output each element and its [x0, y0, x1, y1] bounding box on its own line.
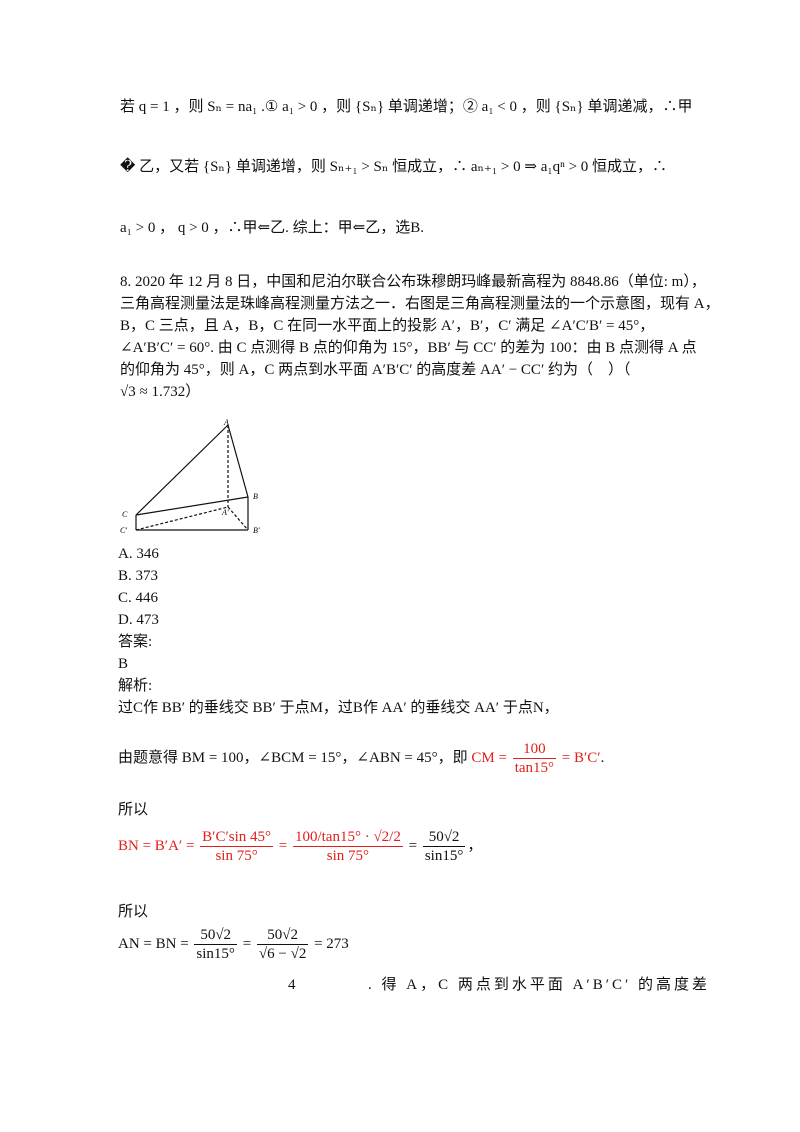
option: B. 373 — [118, 568, 159, 584]
problem-line: B，C 三点，且 A，B，C 在同一水平面上的投影 A′，B′，C′ 满足 ∠A… — [120, 318, 655, 334]
denominator: √6 − √2 — [258, 946, 307, 962]
point-label: C′ — [120, 526, 127, 535]
page-number: 4 — [288, 977, 296, 993]
analysis-line: BN = B′A′ = B′C′sin 45° sin 75° = 100/tan… — [118, 828, 482, 865]
fraction: 100 tan15° — [512, 740, 557, 777]
answer: B — [118, 656, 129, 672]
numerator: 50√2 — [194, 926, 237, 945]
formula-text: = — [274, 837, 291, 854]
hidden-edge — [135, 506, 229, 531]
numerator: B′C′sin 45° — [200, 829, 273, 847]
point-label: A — [223, 418, 229, 427]
numerator: 100 — [512, 740, 557, 759]
denominator: sin15° — [196, 946, 235, 962]
formula-text: = — [404, 837, 421, 854]
analysis-line: . 得 A，C 两点到水平面 A′B′C′ 的高度差 — [368, 977, 711, 993]
option: A. 346 — [118, 546, 159, 562]
formula-text: CM = — [471, 749, 511, 766]
point-label: B′ — [253, 526, 260, 535]
analysis-label: 解析: — [118, 678, 153, 694]
numerator: 50√2 — [256, 926, 309, 945]
problem-line: 8. 2020 年 12 月 8 日，中国和尼泊尔联合公布珠穆朗玛峰最新高程为 … — [120, 274, 706, 290]
formula: BN = B′A′ = B′C′sin 45° sin 75° = 100/tan… — [118, 829, 405, 864]
figure: A B C C′ A′ B′ — [120, 418, 260, 535]
fraction: 50√2 sin15° — [422, 828, 466, 865]
point-label: C — [122, 510, 128, 519]
edge — [135, 424, 229, 516]
formula: . — [601, 750, 605, 766]
formula-text: ， — [467, 837, 483, 854]
numerator: 50√2 — [422, 828, 466, 847]
analysis-line: 所以 — [118, 904, 149, 920]
hidden-edge — [227, 506, 249, 531]
numerator: 100/tan15° · √2/2 — [292, 829, 403, 847]
text-line: 若 q = 1 ，则 Sₙ = na₁ .① a₁ > 0 ，则 {Sₙ} 单调… — [120, 99, 693, 115]
problem-line: 三角高程测量法是珠峰高程测量方法之一．右图是三角高程测量法的一个示意图，现有 A… — [120, 296, 720, 312]
edge — [135, 496, 249, 516]
text: 由题意得 BM = 100，∠BCM = 15°，∠ABN = 45°，即 — [118, 749, 468, 766]
fraction: 50√2 √6 − √2 — [256, 926, 309, 963]
point-label: A′ — [221, 508, 229, 517]
analysis-line: AN = BN = 50√2 sin15° = 50√2 √6 − √2 = 273 — [118, 926, 349, 963]
analysis-line: 由题意得 BM = 100，∠BCM = 15°，∠ABN = 45°，即 CM… — [118, 740, 604, 777]
option: C. 446 — [118, 590, 159, 606]
formula: AN = BN = 50√2 sin15° = 50√2 √6 − √2 = 273 — [118, 927, 349, 962]
fraction: 100/tan15° · √2/2 sin 75° — [292, 828, 403, 865]
problem-line: √3 ≈ 1.732） — [120, 384, 201, 400]
formula-text: AN = BN = — [118, 935, 193, 952]
formula-text: = B′C′ — [558, 749, 601, 766]
formula-text: = 273 — [310, 935, 349, 952]
formula: = 50√2 sin15°， — [404, 829, 483, 864]
point-label: B — [253, 492, 258, 501]
denominator: sin 75° — [326, 848, 370, 864]
fraction: B′C′sin 45° sin 75° — [200, 828, 273, 865]
text-line: � 乙，又若 {Sₙ} 单调递增，则 Sₙ₊₁ > Sₙ 恒成立，∴ aₙ₊₁ … — [120, 159, 668, 175]
edge — [227, 424, 249, 498]
problem-line: 的仰角为 45°，则 A，C 两点到水平面 A′B′C′ 的高度差 AA′ − … — [120, 362, 631, 378]
fraction: 50√2 sin15° — [194, 926, 237, 963]
formula: CM = 100 tan15° = B′C′ — [471, 741, 601, 776]
answer-label: 答案: — [118, 634, 153, 650]
problem-line: ∠A′B′C′ = 60°. 由 C 点测得 B 点的仰角为 15°，BB′ 与… — [120, 340, 697, 356]
denominator: sin15° — [424, 848, 464, 864]
analysis-line: 过C作 BB′ 的垂线交 BB′ 于点M，过B作 AA′ 的垂线交 AA′ 于点… — [118, 700, 559, 716]
analysis-line: 所以 — [118, 802, 149, 818]
denominator: tan15° — [514, 760, 555, 776]
text-line: a₁ > 0 ， q > 0 ，∴甲⇐乙. 综上：甲⇐乙，选B. — [120, 220, 424, 236]
option: D. 473 — [118, 612, 159, 628]
formula-text: = — [238, 935, 255, 952]
denominator: sin 75° — [215, 848, 258, 864]
formula-text: . — [600, 749, 605, 766]
formula-text: BN = B′A′ = — [118, 837, 199, 854]
